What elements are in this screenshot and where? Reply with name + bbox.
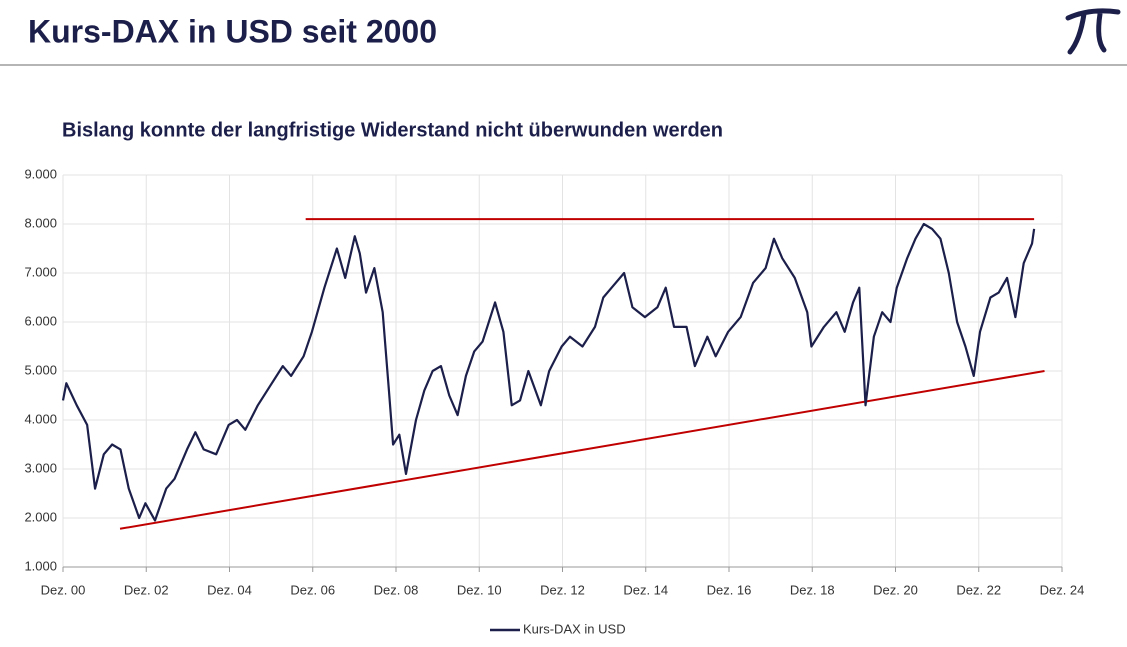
x-tick-label: Dez. 18 (790, 582, 835, 597)
data-line (61, 222, 1036, 522)
x-tick-label: Dez. 12 (540, 582, 585, 597)
y-tick-label: 6.000 (24, 313, 57, 328)
chart-title: Kurs-DAX in USD seit 2000 (28, 13, 437, 49)
x-tick-label: Dez. 14 (623, 582, 668, 597)
y-tick-label: 3.000 (24, 460, 57, 475)
x-tick-label: Dez. 20 (873, 582, 918, 597)
y-tick-label: 5.000 (24, 362, 57, 377)
y-tick-label: 4.000 (24, 411, 57, 426)
legend-label: Kurs-DAX in USD (523, 621, 626, 636)
x-tick-label: Dez. 16 (707, 582, 752, 597)
trend-line (119, 370, 1045, 530)
y-tick-label: 7.000 (24, 264, 57, 279)
y-tick-label: 2.000 (24, 509, 57, 524)
x-tick-label: Dez. 24 (1040, 582, 1085, 597)
logo (1065, 8, 1121, 55)
chart-subtitle: Bislang konnte der langfristige Widersta… (62, 119, 723, 141)
x-tick-label: Dez. 04 (207, 582, 252, 597)
x-tick-label: Dez. 00 (41, 582, 86, 597)
x-tick-label: Dez. 06 (290, 582, 335, 597)
y-tick-label: 9.000 (24, 166, 57, 181)
y-tick-label: 1.000 (24, 558, 57, 573)
x-tick-label: Dez. 02 (124, 582, 169, 597)
x-tick-label: Dez. 10 (457, 582, 502, 597)
y-tick-label: 8.000 (24, 215, 57, 230)
x-tick-label: Dez. 08 (374, 582, 419, 597)
x-tick-label: Dez. 22 (956, 582, 1001, 597)
